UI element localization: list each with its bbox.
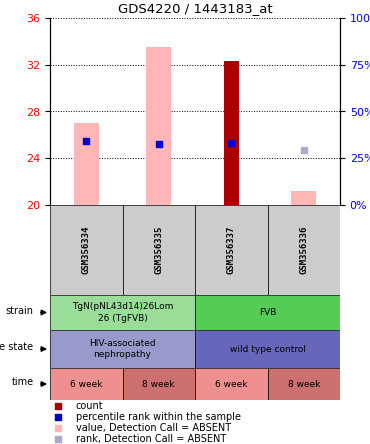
Bar [122, 368, 195, 400]
Bar [291, 191, 316, 205]
Point [55, 402, 61, 409]
Bar [50, 205, 122, 295]
Text: GSM356337: GSM356337 [227, 226, 236, 274]
Text: wild type control: wild type control [229, 345, 306, 353]
Text: GSM356335: GSM356335 [154, 226, 163, 274]
Bar [195, 368, 268, 400]
Bar [50, 330, 195, 368]
Bar [122, 205, 195, 295]
Title: GDS4220 / 1443183_at: GDS4220 / 1443183_at [118, 3, 272, 16]
Point [301, 147, 307, 154]
Text: GSM356336: GSM356336 [299, 226, 308, 274]
Text: 8 week: 8 week [142, 380, 175, 388]
Text: rank, Detection Call = ABSENT: rank, Detection Call = ABSENT [76, 433, 226, 444]
Point [83, 137, 89, 144]
Text: TgN(pNL43d14)26Lom
26 (TgFVB): TgN(pNL43d14)26Lom 26 (TgFVB) [72, 302, 173, 322]
Text: percentile rank within the sample: percentile rank within the sample [76, 412, 241, 421]
Text: strain: strain [6, 306, 33, 316]
Text: 6 week: 6 week [70, 380, 102, 388]
Point [55, 413, 61, 420]
Bar [50, 295, 195, 330]
Text: 6 week: 6 week [215, 380, 248, 388]
Text: value, Detection Call = ABSENT: value, Detection Call = ABSENT [76, 423, 231, 432]
Text: HIV-associated
nephropathy: HIV-associated nephropathy [89, 339, 156, 359]
Text: count: count [76, 400, 103, 411]
Point [55, 424, 61, 431]
Bar [268, 205, 340, 295]
Bar [50, 368, 122, 400]
Text: FVB: FVB [259, 308, 276, 317]
Bar [195, 205, 268, 295]
Bar [224, 61, 239, 205]
Bar [146, 47, 171, 205]
Bar [268, 368, 340, 400]
Bar [195, 295, 340, 330]
Text: disease state: disease state [0, 342, 33, 352]
Bar [74, 123, 99, 205]
Text: GSM356334: GSM356334 [82, 226, 91, 274]
Bar [195, 330, 340, 368]
Text: time: time [11, 377, 33, 388]
Point [55, 435, 61, 442]
Point [156, 141, 162, 148]
Point [228, 139, 234, 147]
Text: 8 week: 8 week [287, 380, 320, 388]
